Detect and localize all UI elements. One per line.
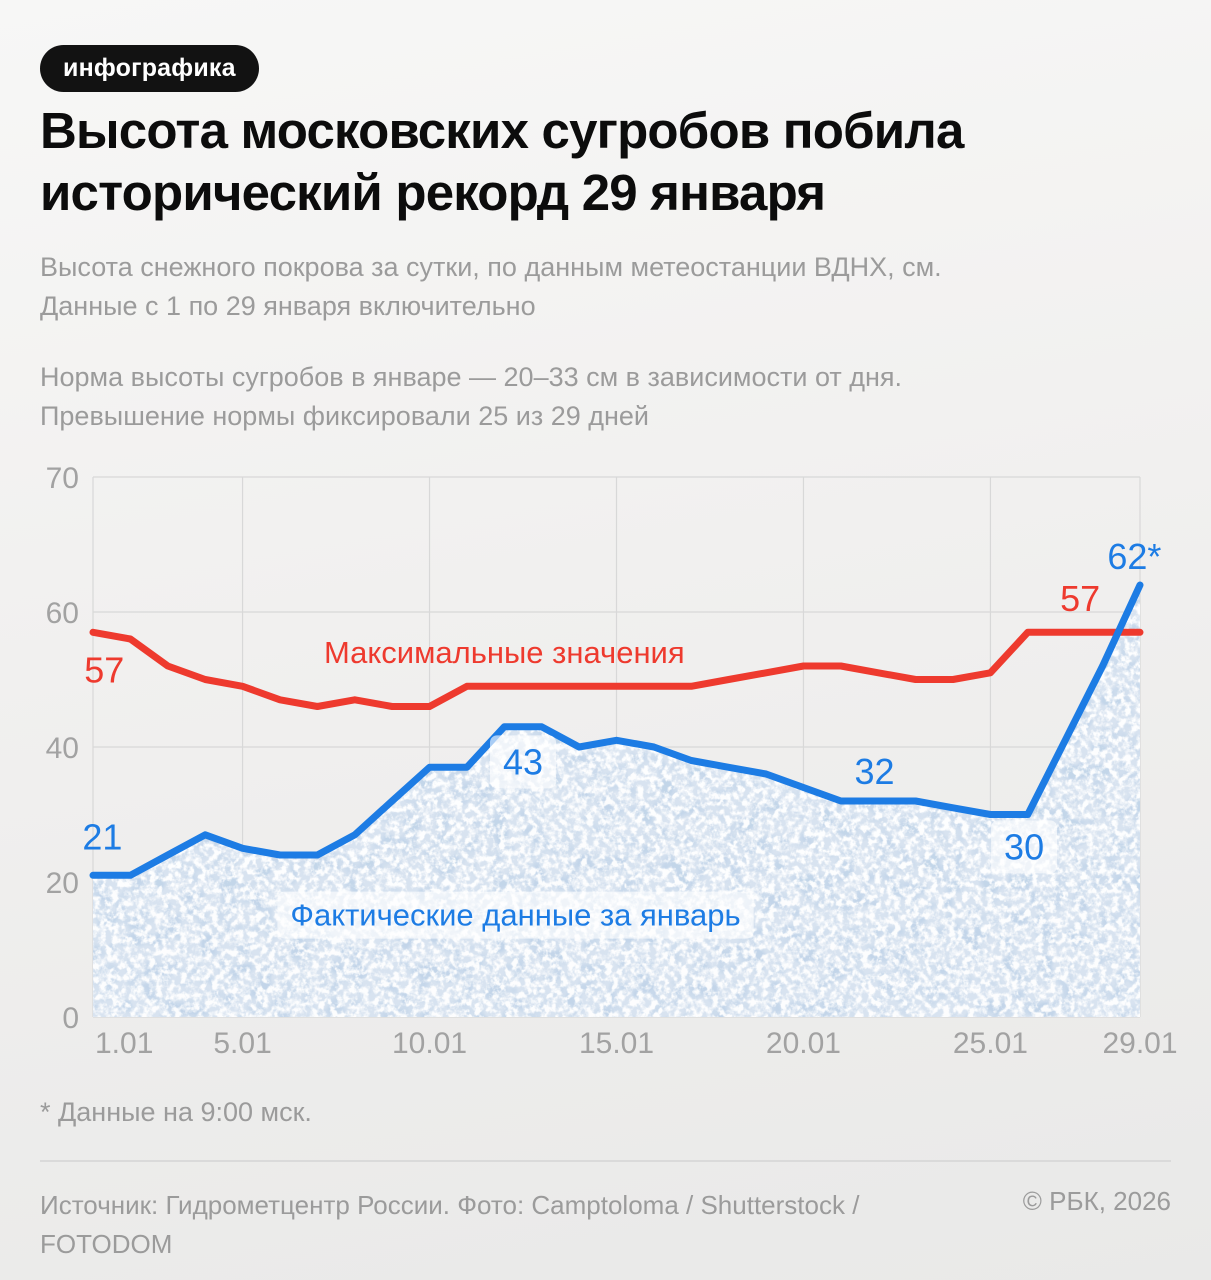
data-point-label-text: 43: [503, 741, 543, 782]
data-point-label-text: 62*: [1107, 536, 1161, 577]
x-tick-label: 1.01: [95, 1027, 153, 1060]
series-label-box: [277, 891, 754, 939]
page-title-line-1: Высота московских сугробов побила: [40, 102, 964, 159]
chart-description-line-2: Данные с 1 по 29 января включительно: [40, 291, 536, 322]
data-point-label: 57: [84, 650, 124, 691]
page-title: Высота московских сугробов побила истори…: [40, 100, 1160, 223]
infographic-badge: инфографика: [40, 45, 259, 92]
source-credit: Источник: Гидрометцентр России. Фото: Ca…: [40, 1186, 859, 1264]
series-label-text: Максимальные значения: [324, 635, 685, 670]
data-point-label: 30: [991, 820, 1058, 874]
data-point-label: 21: [82, 816, 122, 857]
source-row: Источник: Гидрометцентр России. Фото: Ca…: [40, 1186, 1171, 1264]
x-tick-label: 5.01: [213, 1027, 271, 1060]
data-point-label: 32: [854, 751, 894, 792]
series-label: Фактические данные за январь: [277, 891, 754, 939]
series-label-text: Фактические данные за январь: [290, 898, 740, 933]
chart-description-line-1: Высота снежного покрова за сутки, по дан…: [40, 252, 942, 282]
infographic-badge-label: инфографика: [63, 54, 236, 82]
data-point-label: 43: [489, 735, 557, 789]
data-point-label-box: [991, 820, 1058, 874]
data-point-label-text: 57: [1060, 578, 1100, 619]
actual-values-line: [89, 581, 1144, 879]
y-tick-label: 0: [62, 1002, 79, 1035]
norm-note-line-2: Превышение нормы фиксировали 25 из 29 дн…: [40, 401, 650, 432]
data-point-label-text: 30: [1004, 826, 1044, 867]
series-label: Максимальные значения: [324, 635, 685, 670]
max-values-line: [89, 628, 1144, 710]
y-tick-label: 20: [46, 867, 79, 900]
norm-note: Норма высоты сугробов в январе — 20–33 с…: [40, 358, 902, 437]
y-tick-label: 40: [46, 732, 79, 765]
x-tick-label: 15.01: [579, 1027, 654, 1060]
norm-note-line-1: Норма высоты сугробов в январе — 20–33 с…: [40, 362, 903, 392]
data-point-label-text: 32: [854, 751, 894, 792]
source-credit-line-1: Источник: Гидрометцентр России. Фото: Ca…: [40, 1190, 860, 1220]
x-axis-labels: 1.01 5.01 10.01 15.01 20.01 25.01 29.01: [95, 1027, 1178, 1060]
data-point-label: 57: [1060, 578, 1100, 619]
x-tick-label: 20.01: [766, 1027, 841, 1060]
x-tick-label: 25.01: [953, 1027, 1028, 1060]
data-point-label: 62*: [1107, 536, 1161, 577]
copyright: © РБК, 2026: [1022, 1186, 1171, 1216]
data-point-label-text: 21: [82, 816, 122, 857]
x-tick-label: 10.01: [392, 1027, 467, 1060]
footnote: * Данные на 9:00 мск.: [40, 1097, 312, 1127]
chart-description: Высота снежного покрова за сутки, по дан…: [40, 248, 942, 327]
divider: [40, 1160, 1171, 1162]
y-tick-label: 70: [46, 462, 79, 495]
y-tick-label: 60: [46, 597, 79, 630]
data-point-label-text: 57: [84, 650, 124, 691]
data-point-label-box: [489, 735, 557, 789]
y-axis-labels: 0 20 40 60 70: [46, 462, 79, 1035]
x-tick-label: 29.01: [1102, 1027, 1177, 1060]
source-credit-line-2: FOTODOM: [40, 1229, 173, 1259]
page-title-line-2: исторический рекорд 29 января: [40, 163, 826, 221]
